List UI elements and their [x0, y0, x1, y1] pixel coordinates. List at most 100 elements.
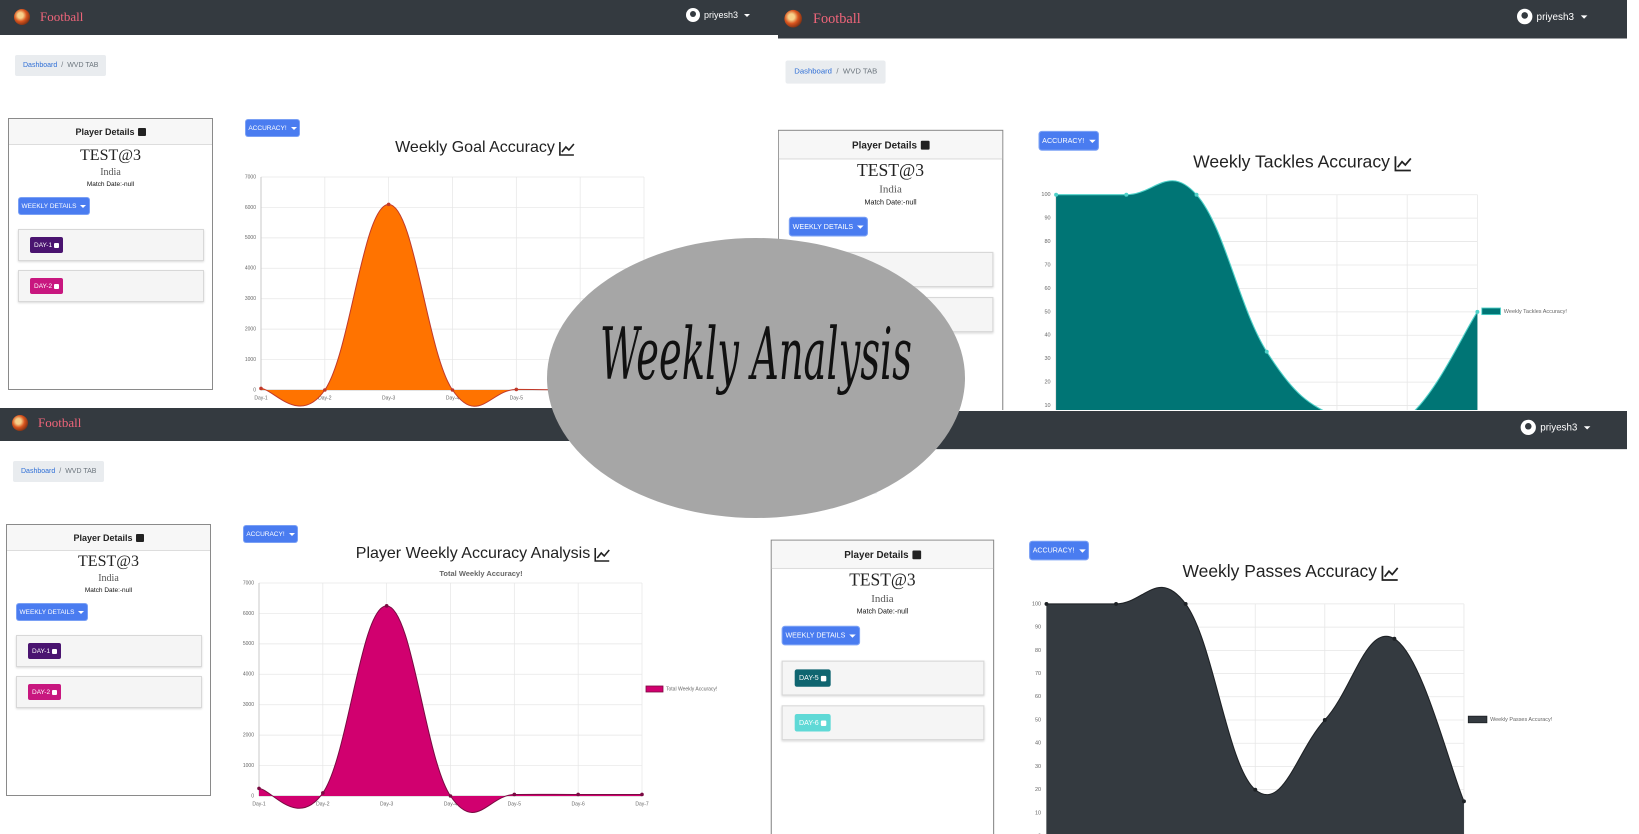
button-label[interactable]: WEEKLY DETAILS — [21, 202, 77, 210]
navbar: Football priyesh3 — [778, 0, 1627, 39]
button-label[interactable]: ACCURACY! — [246, 530, 285, 538]
card-header: Player Details — [7, 525, 210, 551]
day-label[interactable]: DAY-6 — [799, 718, 819, 727]
button-label[interactable]: WEEKLY DETAILS — [792, 222, 854, 231]
button-label[interactable]: WEEKLY DETAILS — [19, 608, 75, 616]
weekly-details-button[interactable]: WEEKLY DETAILS — [17, 604, 87, 620]
user-menu[interactable]: priyesh3 — [1520, 419, 1591, 435]
screenshot-panel: Football priyesh3 Dashboard / WVD TAB Player … — [778, 0, 1627, 410]
button-label[interactable]: ACCURACY! — [248, 124, 287, 132]
dropdown-caret — [1580, 14, 1588, 19]
calendar-icon — [54, 283, 60, 289]
card-header: Player Details — [9, 119, 212, 145]
point — [384, 604, 389, 608]
y-tick-label: 90 — [1035, 625, 1041, 631]
brand[interactable]: Football — [813, 9, 861, 27]
x-tick-label: Day-3 — [380, 801, 394, 807]
y-tick-label: 20 — [1035, 787, 1041, 793]
point — [257, 786, 261, 791]
day-label[interactable]: DAY-5 — [799, 674, 819, 682]
screenshot-panel: Football priyesh3 Dashboard / WVD TAB Player … — [768, 411, 1627, 834]
card-icon — [137, 127, 146, 136]
page-view: Football priyesh3 Dashboard / WVD TAB Player … — [0, 0, 778, 408]
y-tick-label: 5000 — [243, 641, 254, 647]
breadcrumb-separator: / — [59, 468, 62, 475]
y-tick-label: 10 — [1035, 810, 1041, 816]
brand[interactable]: Football — [40, 9, 84, 24]
day-badge[interactable]: DAY-5 — [794, 669, 831, 687]
weekly-details-button[interactable]: WEEKLY DETAILS — [19, 198, 89, 214]
breadcrumb-item[interactable]: Dashboard — [21, 468, 56, 475]
user-menu[interactable]: priyesh3 — [685, 8, 750, 22]
breadcrumb-item[interactable]: Dashboard — [23, 62, 58, 69]
day-badge[interactable]: DAY-2 — [28, 684, 62, 700]
button-label[interactable]: ACCURACY! — [1042, 136, 1085, 145]
breadcrumb: Dashboard / WVD TAB — [13, 461, 105, 482]
y-tick-label: 100 — [1041, 192, 1050, 198]
day-badge[interactable]: DAY-1 — [28, 643, 62, 659]
y-tick-label: 1000 — [245, 357, 256, 363]
user-menu[interactable]: priyesh3 — [1516, 8, 1588, 25]
x-tick-label: Day-7 — [637, 395, 651, 401]
user-name[interactable]: priyesh3 — [1540, 421, 1578, 433]
day-badge[interactable]: DAY-6 — [794, 714, 831, 732]
y-tick-label: 80 — [1035, 648, 1041, 654]
point — [321, 791, 325, 795]
point — [1475, 309, 1480, 314]
day-item: DAY-6 — [781, 705, 985, 741]
brand[interactable]: Football — [38, 415, 82, 430]
chart-subtitle: Total Weekly Accuracy! — [439, 569, 522, 578]
player-name: TEST@3 — [80, 147, 141, 164]
day-label[interactable]: DAY-1 — [34, 241, 53, 249]
accuracy-button[interactable]: ACCURACY! — [1030, 541, 1088, 560]
brand-logo — [12, 415, 28, 431]
button-label[interactable]: ACCURACY! — [1032, 546, 1075, 555]
x-tick-label: Day-7 — [635, 801, 649, 807]
user-name[interactable]: priyesh3 — [703, 10, 738, 20]
point — [1264, 349, 1269, 354]
player-country: India — [871, 593, 894, 606]
page-view: Football priyesh3 Dashboard / WVD TAB Player … — [778, 0, 1627, 410]
day-label[interactable]: DAY-2 — [34, 282, 53, 290]
chart: Player Weekly Accuracy Analysis Total Wee… — [243, 545, 717, 813]
point — [386, 202, 391, 207]
player-country: India — [98, 573, 119, 584]
dropdown-caret — [288, 532, 295, 536]
area — [261, 204, 644, 407]
legend-swatch — [647, 279, 666, 287]
y-tick-label: 90 — [1044, 216, 1050, 222]
point — [578, 388, 582, 392]
point — [640, 792, 644, 797]
day-badge[interactable]: DAY-2 — [30, 278, 64, 294]
legend-label: Weekly Passes Accuracy! — [1490, 717, 1553, 723]
accuracy-button[interactable]: ACCURACY! — [244, 526, 297, 542]
legend-swatch — [1467, 715, 1488, 724]
card-title: Player Details — [73, 532, 133, 543]
y-tick-label: 40 — [1035, 741, 1041, 747]
point — [1461, 799, 1466, 804]
day-label[interactable]: DAY-1 — [32, 647, 51, 655]
accuracy-button[interactable]: ACCURACY! — [1039, 132, 1098, 150]
accuracy-button[interactable]: ACCURACY! — [246, 120, 299, 136]
calendar-icon — [54, 242, 60, 248]
weekly-details-button[interactable]: WEEKLY DETAILS — [789, 217, 867, 236]
page-view: Football priyesh3 Dashboard / WVD TAB Player … — [0, 408, 768, 834]
y-tick-label: 2000 — [245, 326, 256, 332]
day-badge[interactable]: DAY-1 — [30, 237, 64, 253]
day-label[interactable]: DAY-2 — [32, 688, 51, 696]
x-tick-label: Day-2 — [318, 395, 332, 401]
x-tick-label: Day-2 — [316, 801, 330, 807]
player-country: India — [100, 167, 121, 178]
legend-swatch — [645, 685, 664, 693]
user-name[interactable]: priyesh3 — [1536, 11, 1574, 22]
chart-title: Player Weekly Accuracy Analysis — [356, 545, 590, 562]
button-label[interactable]: WEEKLY DETAILS — [785, 631, 846, 640]
y-tick-label: 0 — [253, 387, 256, 393]
card-icon — [911, 549, 921, 559]
point — [1322, 718, 1327, 722]
y-tick-label: 1000 — [243, 763, 254, 769]
dropdown-caret — [1078, 548, 1086, 553]
weekly-details-button[interactable]: WEEKLY DETAILS — [782, 626, 860, 645]
y-tick-label: 7000 — [245, 174, 256, 180]
breadcrumb-item[interactable]: Dashboard — [794, 68, 832, 76]
